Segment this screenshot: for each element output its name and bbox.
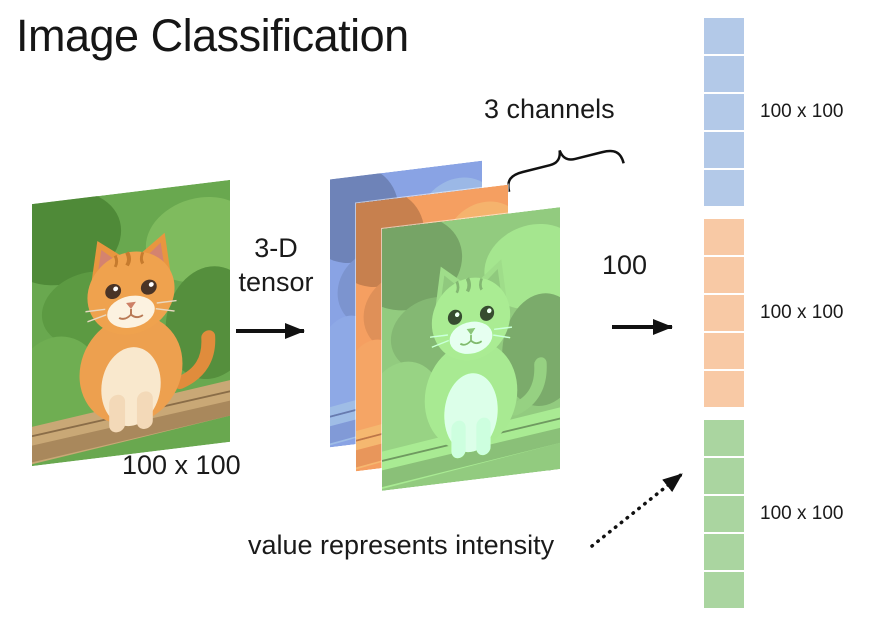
orange-group-size-label: 100 x 100: [760, 302, 844, 323]
pixel-cell: [704, 94, 744, 130]
pixel-cell: [704, 333, 744, 369]
orange-channel-cells: [704, 219, 744, 407]
intensity-note: value represents intensity: [248, 530, 555, 560]
pixel-cell: [704, 458, 744, 494]
vector-arrow-icon: [612, 319, 673, 335]
blue-channel-cells: [704, 18, 744, 206]
input-size-label: 100 x 100: [122, 450, 241, 480]
pixel-cell: [704, 295, 744, 331]
blue-group-size-label: 100 x 100: [760, 101, 844, 122]
pixel-cell: [704, 371, 744, 407]
pixel-cell: [704, 219, 744, 255]
intensity-dotted-arrow-icon: [590, 472, 684, 548]
pixel-cell: [704, 496, 744, 532]
pixel-cell: [704, 257, 744, 293]
green-group-size-label: 100 x 100: [760, 503, 844, 524]
pixel-cell: [704, 18, 744, 54]
pixel-cell: [704, 56, 744, 92]
pixel-cell: [704, 534, 744, 570]
orange-channel-row: 100 x 100: [704, 219, 843, 407]
channels-brace-icon: [507, 149, 625, 193]
input-cat-image: [32, 180, 230, 466]
pixel-cell: [704, 170, 744, 206]
pixel-cell: [704, 132, 744, 168]
pixel-vector: 100 x 100 100 x 100 100 x 100: [704, 18, 843, 621]
channels-count-label: 3 channels: [484, 94, 615, 124]
green-channel-row: 100 x 100: [704, 420, 843, 608]
pixel-cell: [704, 420, 744, 456]
tensor-label: 3-D tensor: [238, 233, 314, 297]
blue-channel-row: 100 x 100: [704, 18, 843, 206]
page-title: Image Classification: [16, 10, 409, 61]
tensor-arrow-icon: [236, 323, 305, 339]
green-channel-cells: [704, 420, 744, 608]
green-channel-image: [382, 207, 560, 491]
pixel-cell: [704, 572, 744, 608]
channel-height-label: 100: [602, 250, 648, 280]
